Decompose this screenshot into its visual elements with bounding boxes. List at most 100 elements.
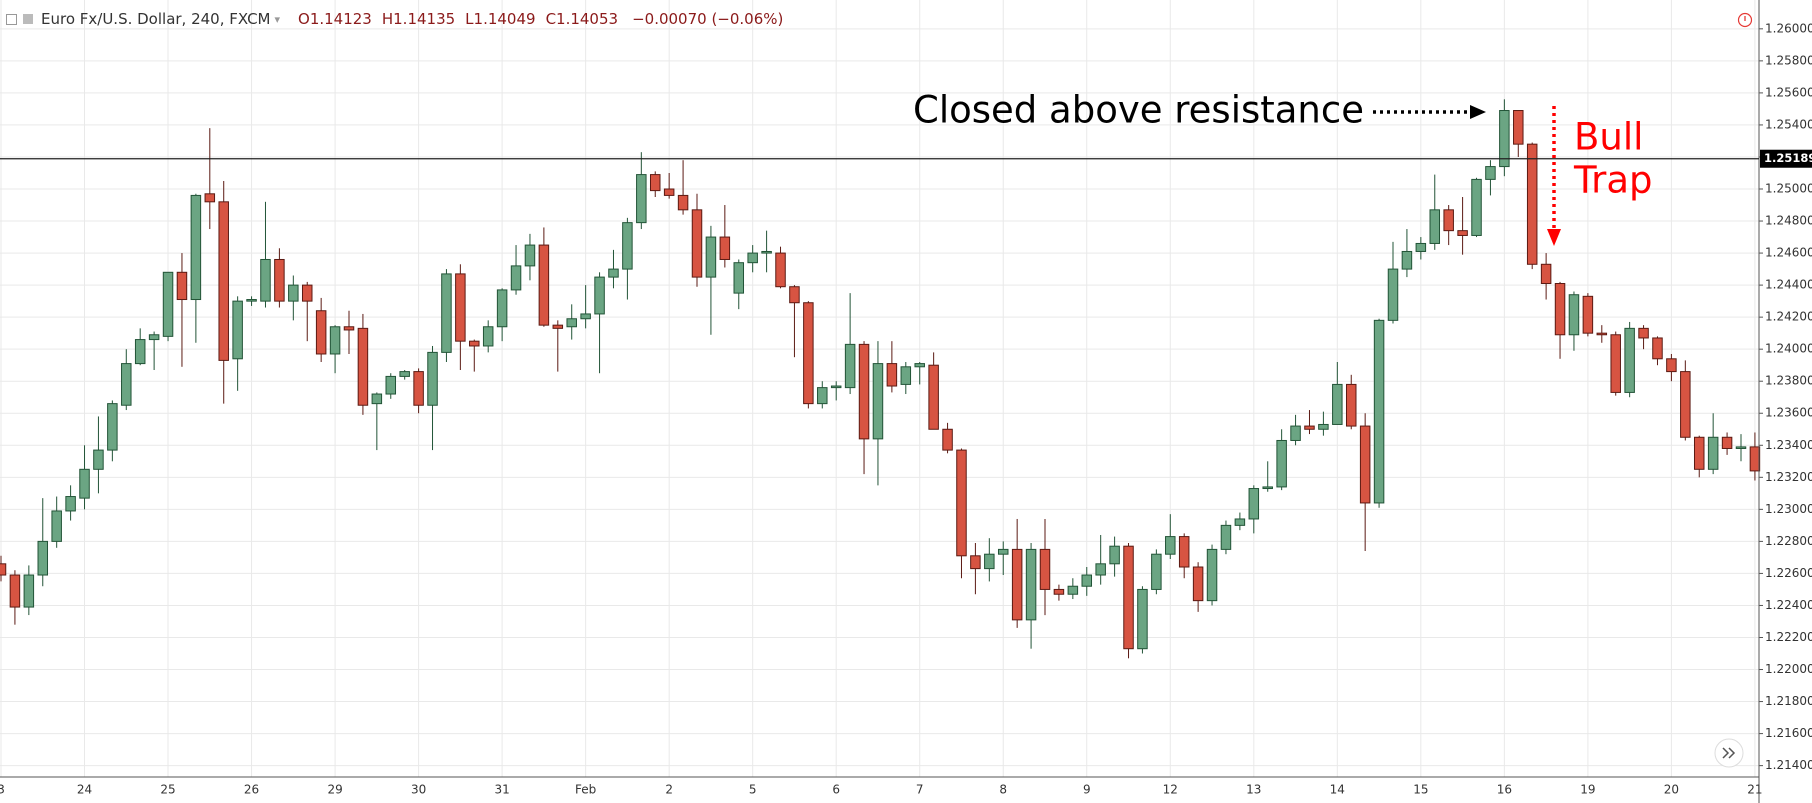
candle-body <box>747 252 758 264</box>
price-label-box <box>1760 149 1812 168</box>
candle-body <box>329 326 341 355</box>
candle-body <box>636 174 647 224</box>
candle-body <box>301 284 313 302</box>
y-tick-label: 1.25400 <box>1765 117 1812 131</box>
x-tick-label: Feb <box>575 783 596 797</box>
candle-body <box>1332 383 1343 425</box>
candle-body <box>190 194 202 301</box>
candle-body <box>1749 446 1761 472</box>
candle-body <box>552 324 564 329</box>
candle-body <box>1652 337 1663 360</box>
x-tick-label: 12 <box>1163 783 1178 797</box>
candle-body <box>510 265 522 291</box>
candle-body <box>580 313 591 320</box>
x-tick-label: 26 <box>244 783 259 797</box>
candle-body <box>1373 319 1385 504</box>
candle-body <box>705 236 717 278</box>
symbol-icon <box>23 14 33 24</box>
candle-body <box>830 385 842 389</box>
y-tick-label: 1.22400 <box>1765 598 1812 612</box>
candle-body <box>79 468 90 499</box>
scroll-button-icon <box>1722 747 1736 759</box>
candle-body <box>37 540 49 576</box>
annotation-arrowhead <box>1470 105 1486 119</box>
y-tick-label: 1.25800 <box>1765 53 1812 67</box>
y-tick-label: 1.26000 <box>1765 21 1812 35</box>
candle-body <box>1610 334 1621 393</box>
candle-body <box>970 555 981 570</box>
y-tick-label: 1.23200 <box>1765 470 1812 484</box>
x-tick-label: 2 <box>665 783 673 797</box>
y-tick-label: 1.21600 <box>1765 726 1812 740</box>
x-tick-label: 5 <box>749 783 757 797</box>
candle-body <box>204 193 216 203</box>
candle-body <box>1721 436 1733 449</box>
candle-body <box>176 271 188 301</box>
candle-body <box>232 300 243 360</box>
y-tick-label: 1.23800 <box>1765 374 1812 388</box>
candle-body <box>246 299 257 302</box>
candle-body <box>1220 524 1232 550</box>
chart-header: Euro Fx/U.S. Dollar, 240, FXCM ▾ O1.1412… <box>6 10 783 28</box>
candle-body <box>1109 545 1120 565</box>
annotation-text: Closed above resistance <box>913 89 1364 132</box>
candle-body <box>817 387 828 405</box>
candle-body <box>427 351 438 406</box>
candle-body <box>1123 545 1134 650</box>
candle-body <box>1540 263 1552 285</box>
candle-body <box>1582 295 1594 334</box>
candle-body <box>1666 358 1677 373</box>
candle-body <box>1067 585 1079 595</box>
x-tick-label: 14 <box>1330 783 1345 797</box>
candle-body <box>1234 518 1246 526</box>
y-tick-label: 1.24600 <box>1765 246 1812 260</box>
candle-body <box>956 449 967 557</box>
candle-body <box>1081 574 1093 587</box>
collapse-icon[interactable] <box>6 13 17 25</box>
dropdown-icon[interactable]: ▾ <box>274 12 281 26</box>
y-tick-label: 1.24400 <box>1765 278 1812 292</box>
symbol-title: Euro Fx/U.S. Dollar, 240, FXCM <box>41 10 271 28</box>
candle-body <box>1499 110 1510 168</box>
candle-body <box>594 276 605 315</box>
y-tick-label: 1.24800 <box>1765 214 1812 228</box>
candle-body <box>1735 446 1747 449</box>
candle-body <box>622 222 633 270</box>
candle-body <box>218 201 229 361</box>
candle-body <box>1095 563 1106 576</box>
header-value: H1.14135 <box>381 10 456 28</box>
candle-body <box>984 553 995 570</box>
x-tick-label: 6 <box>832 783 840 797</box>
x-tick-label: 31 <box>494 783 509 797</box>
alert-icon[interactable] <box>1737 12 1753 28</box>
candle-body <box>928 364 939 430</box>
x-tick-label: 9 <box>1083 783 1091 797</box>
candle-body <box>1165 536 1176 555</box>
header-value: −0.00070 (−0.06%) <box>632 10 784 28</box>
candle-body <box>399 371 410 377</box>
candle-body <box>1151 553 1162 590</box>
x-tick-label: 16 <box>1497 783 1512 797</box>
candle-body <box>65 496 76 512</box>
y-tick-label: 1.23000 <box>1765 502 1812 516</box>
candle-body <box>733 262 745 294</box>
candle-body <box>1206 548 1218 602</box>
candle-body <box>1276 439 1287 488</box>
candle-body <box>886 363 898 387</box>
candle-body <box>566 318 577 328</box>
candle-body <box>1568 294 1580 336</box>
candle-body <box>413 371 424 406</box>
candle-body <box>441 273 452 353</box>
candle-body <box>1513 110 1524 145</box>
candle-body <box>1137 588 1148 650</box>
candle-body <box>0 563 7 576</box>
candle-body <box>343 326 355 331</box>
candle-body <box>1304 425 1315 430</box>
x-tick-label: 3 <box>0 783 5 797</box>
y-tick-label: 1.22200 <box>1765 630 1812 644</box>
candle-body <box>719 236 731 260</box>
candle-body <box>872 363 884 440</box>
candle-body <box>789 286 800 304</box>
header-value: C1.14053 <box>545 10 619 28</box>
